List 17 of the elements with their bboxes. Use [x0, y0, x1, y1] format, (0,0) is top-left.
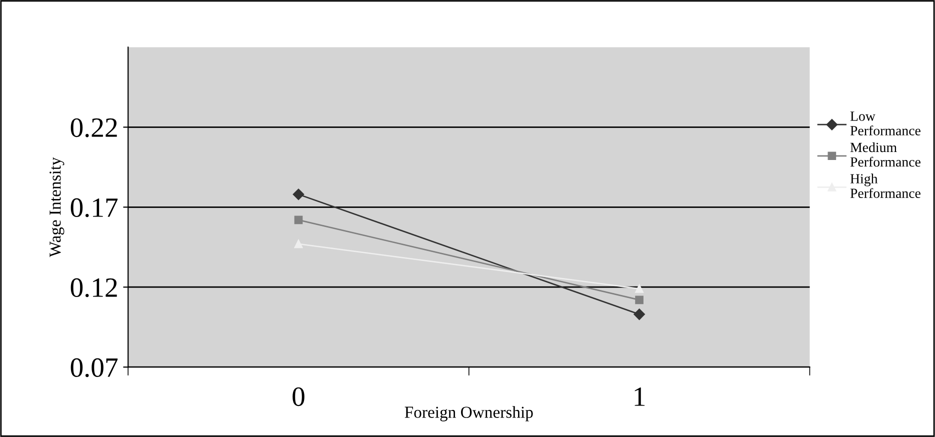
- x-tick-label: 1: [634, 387, 645, 406]
- point: [294, 216, 303, 224]
- y-tick-label: 0.07: [70, 358, 118, 378]
- legend-label: Medium Performance: [850, 142, 920, 167]
- y-tick-label: 0.22: [70, 118, 117, 138]
- x-tick-label: 0: [292, 387, 304, 406]
- y-axis-title: Wage Intensity: [50, 157, 64, 258]
- point: [294, 240, 303, 248]
- legend-label: High Performance: [850, 174, 920, 198]
- y-tick-label: 0.17: [70, 198, 118, 218]
- y-tick-label: 0.12: [70, 278, 117, 298]
- legend-label: Low Performance: [850, 112, 920, 136]
- point: [292, 188, 304, 200]
- point: [635, 284, 644, 293]
- point: [635, 296, 644, 304]
- x-axis-title: Foreign Ownership: [404, 406, 533, 422]
- point: [634, 308, 645, 320]
